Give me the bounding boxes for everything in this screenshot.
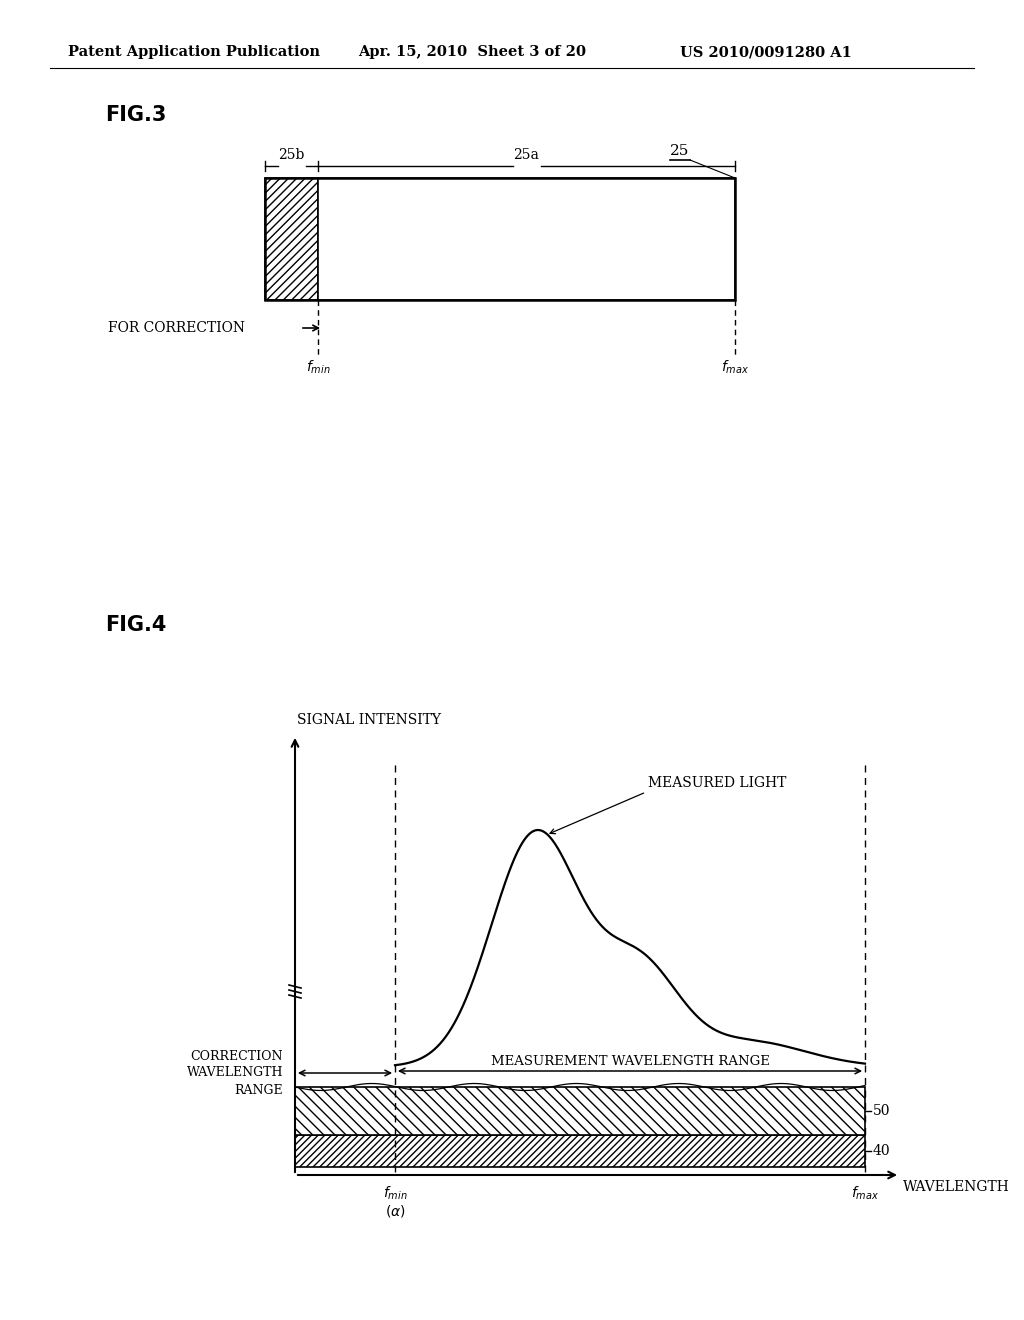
Text: $f_{min}$: $f_{min}$ xyxy=(306,359,331,376)
Bar xyxy=(295,1086,865,1135)
Bar xyxy=(265,178,735,300)
Text: MEASURED LIGHT: MEASURED LIGHT xyxy=(648,776,786,789)
Text: SIGNAL INTENSITY: SIGNAL INTENSITY xyxy=(297,713,441,727)
Text: $f_{max}$: $f_{max}$ xyxy=(721,359,750,376)
Bar xyxy=(318,178,735,300)
Bar xyxy=(295,1135,865,1167)
Text: $f_{min}$: $f_{min}$ xyxy=(383,1185,408,1203)
Bar xyxy=(265,178,318,300)
Text: US 2010/0091280 A1: US 2010/0091280 A1 xyxy=(680,45,852,59)
Text: FIG.3: FIG.3 xyxy=(105,106,166,125)
Text: 50: 50 xyxy=(873,1104,891,1118)
Text: MEASUREMENT WAVELENGTH RANGE: MEASUREMENT WAVELENGTH RANGE xyxy=(490,1055,769,1068)
Text: FIG.4: FIG.4 xyxy=(105,615,166,635)
Text: Apr. 15, 2010  Sheet 3 of 20: Apr. 15, 2010 Sheet 3 of 20 xyxy=(358,45,586,59)
Text: 25a: 25a xyxy=(514,148,540,162)
Text: CORRECTION
WAVELENGTH
RANGE: CORRECTION WAVELENGTH RANGE xyxy=(186,1049,283,1097)
Text: $(\alpha)$: $(\alpha)$ xyxy=(385,1203,406,1218)
Text: 25b: 25b xyxy=(279,148,305,162)
Text: 40: 40 xyxy=(873,1144,891,1158)
Text: FOR CORRECTION: FOR CORRECTION xyxy=(108,321,245,335)
Text: WAVELENGTH: WAVELENGTH xyxy=(903,1180,1010,1195)
Text: Patent Application Publication: Patent Application Publication xyxy=(68,45,319,59)
Text: $f_{max}$: $f_{max}$ xyxy=(851,1185,879,1203)
Text: 25: 25 xyxy=(671,144,690,158)
